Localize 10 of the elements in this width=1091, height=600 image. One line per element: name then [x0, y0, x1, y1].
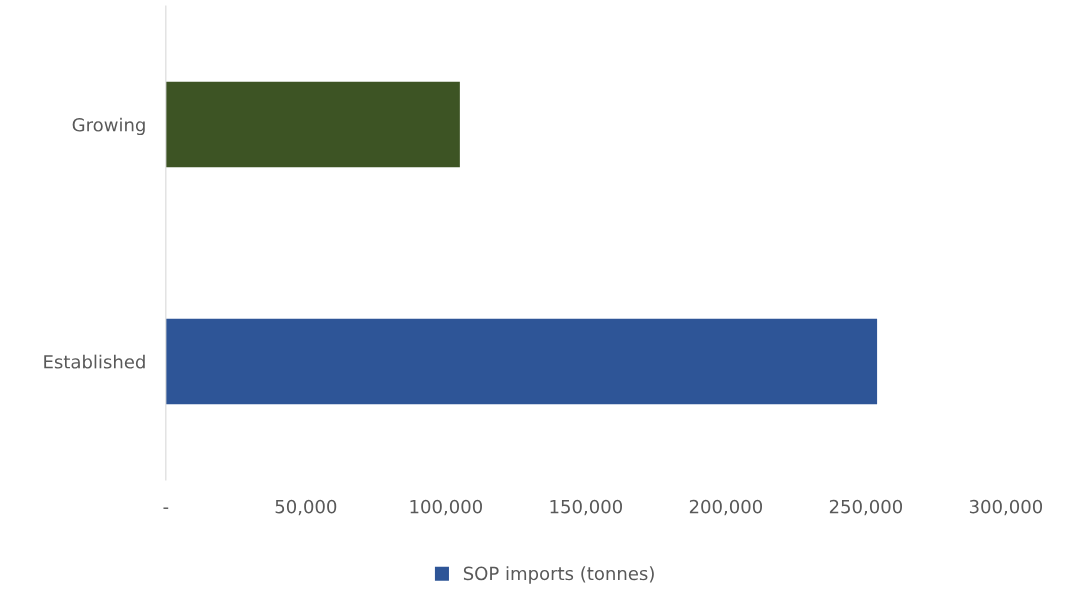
x-tick-label: 50,000 [275, 499, 337, 516]
x-tick-label: 250,000 [829, 499, 903, 516]
legend-label: SOP imports (tonnes) [463, 566, 654, 584]
y-tick-label: Established [44, 354, 145, 369]
y-tick-label: Growing [72, 117, 145, 136]
x-tick-label: - [163, 507, 169, 509]
x-tick-label: 100,000 [410, 499, 482, 516]
x-tick-label: 300,000 [969, 499, 1043, 516]
x-tick-label: 150,000 [550, 499, 622, 516]
x-tick-label: 200,000 [689, 499, 763, 516]
